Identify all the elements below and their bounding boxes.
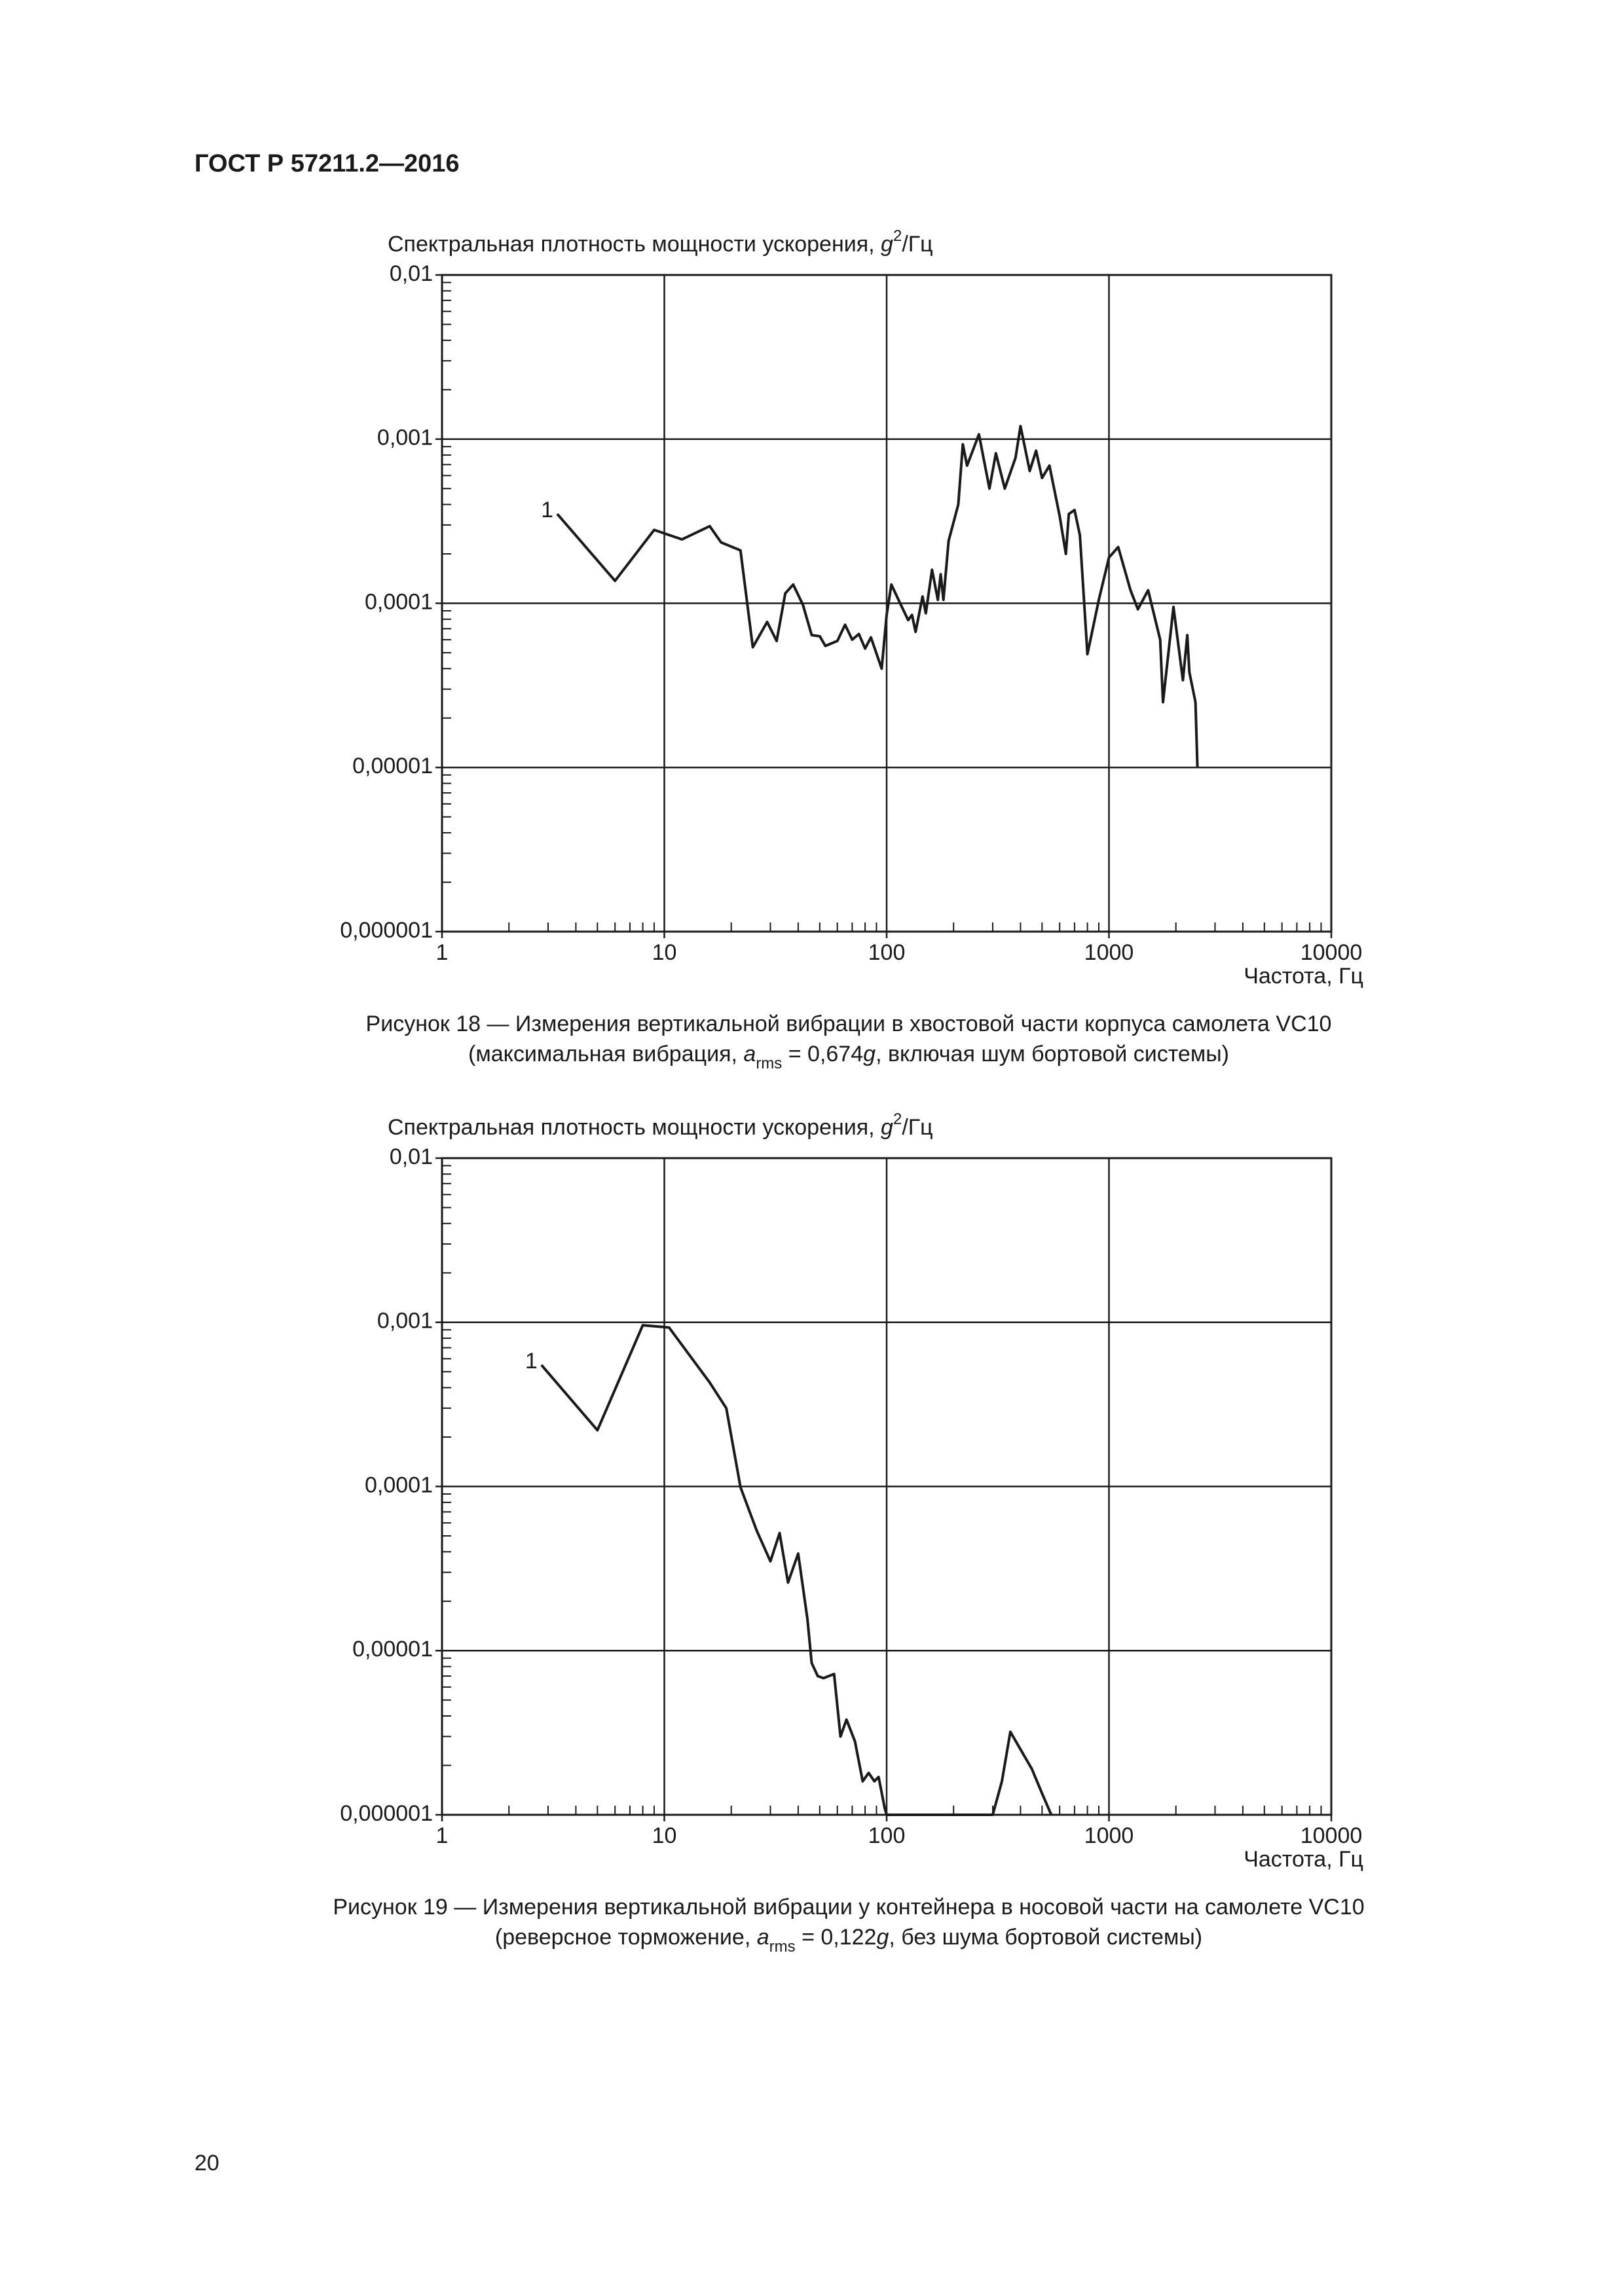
text-part: g <box>876 1925 889 1950</box>
x-tick-label: 1 <box>436 1823 449 1848</box>
text-part: (максимальная вибрация, <box>468 1042 743 1066</box>
text-part: (реверсное торможение, <box>495 1925 757 1950</box>
series-label: 1 <box>525 1349 538 1374</box>
y-tick-label: 0,01 <box>390 1144 433 1169</box>
data-line <box>556 424 1199 768</box>
x-tick-label: 100 <box>868 940 906 965</box>
series-label: 1 <box>541 498 553 522</box>
y-tick-label: 0,00001 <box>352 1637 433 1662</box>
text-part: , без шума бортовой системы) <box>889 1925 1202 1950</box>
x-tick-label: 10000 <box>1301 1823 1363 1848</box>
text-part: = 0,674 <box>782 1042 863 1066</box>
text-part: /Гц <box>902 1115 932 1140</box>
text-part: a <box>743 1042 756 1066</box>
x-axis-title: Частота, Гц <box>1244 964 1363 989</box>
y-tick-label: 0,01 <box>390 261 433 286</box>
y-tick-label: 0,00001 <box>352 754 433 778</box>
text-part: /Гц <box>902 232 932 257</box>
x-tick-label: 10 <box>652 1823 677 1848</box>
text-part: 2 <box>893 1110 902 1128</box>
y-tick-label: 0,001 <box>377 426 433 450</box>
page-header: ГОСТ Р 57211.2—2016 <box>194 150 460 177</box>
y-axis-title: Спектральная плотность мощности ускорени… <box>388 227 933 257</box>
x-tick-label: 1000 <box>1084 1823 1134 1848</box>
x-tick-label: 10000 <box>1301 940 1363 965</box>
text-part: rms <box>756 1055 782 1072</box>
text-part: g <box>863 1042 876 1066</box>
y-tick-label: 0,000001 <box>340 1801 433 1826</box>
figure-caption: (максимальная вибрация, arms = 0,674g, в… <box>468 1042 1229 1072</box>
figure-caption: Рисунок 18 — Измерения вертикальной вибр… <box>366 1011 1332 1036</box>
text-part: a <box>757 1925 769 1950</box>
x-tick-label: 100 <box>868 1823 906 1848</box>
data-line <box>540 1324 1053 1816</box>
y-tick-label: 0,001 <box>377 1309 433 1334</box>
figure-caption: Рисунок 19 — Измерения вертикальной вибр… <box>333 1895 1364 1920</box>
text-part: Спектральная плотность мощности ускорени… <box>388 232 881 257</box>
plot-frame <box>441 274 1333 933</box>
text-part: Спектральная плотность мощности ускорени… <box>388 1115 881 1140</box>
text-part: g <box>881 1115 893 1140</box>
text-part: g <box>881 232 893 257</box>
x-tick-label: 1000 <box>1084 940 1134 965</box>
x-tick-label: 10 <box>652 940 677 965</box>
x-tick-label: 1 <box>436 940 449 965</box>
page-number: 20 <box>194 2151 219 2176</box>
y-tick-label: 0,0001 <box>365 1472 433 1497</box>
text-part: Рисунок 18 — Измерения вертикальной вибр… <box>366 1011 1332 1036</box>
text-part: = 0,122 <box>796 1925 877 1950</box>
text-part: rms <box>769 1938 796 1956</box>
text-part: Рисунок 19 — Измерения вертикальной вибр… <box>333 1895 1364 1920</box>
y-tick-label: 0,000001 <box>340 918 433 943</box>
figure-caption: (реверсное торможение, arms = 0,122g, бе… <box>495 1925 1202 1956</box>
text-part: 2 <box>893 227 902 245</box>
y-tick-label: 0,0001 <box>365 589 433 614</box>
x-axis-title: Частота, Гц <box>1244 1847 1363 1872</box>
y-axis-title: Спектральная плотность мощности ускорени… <box>388 1110 933 1140</box>
text-part: , включая шум бортовой системы) <box>876 1042 1229 1066</box>
